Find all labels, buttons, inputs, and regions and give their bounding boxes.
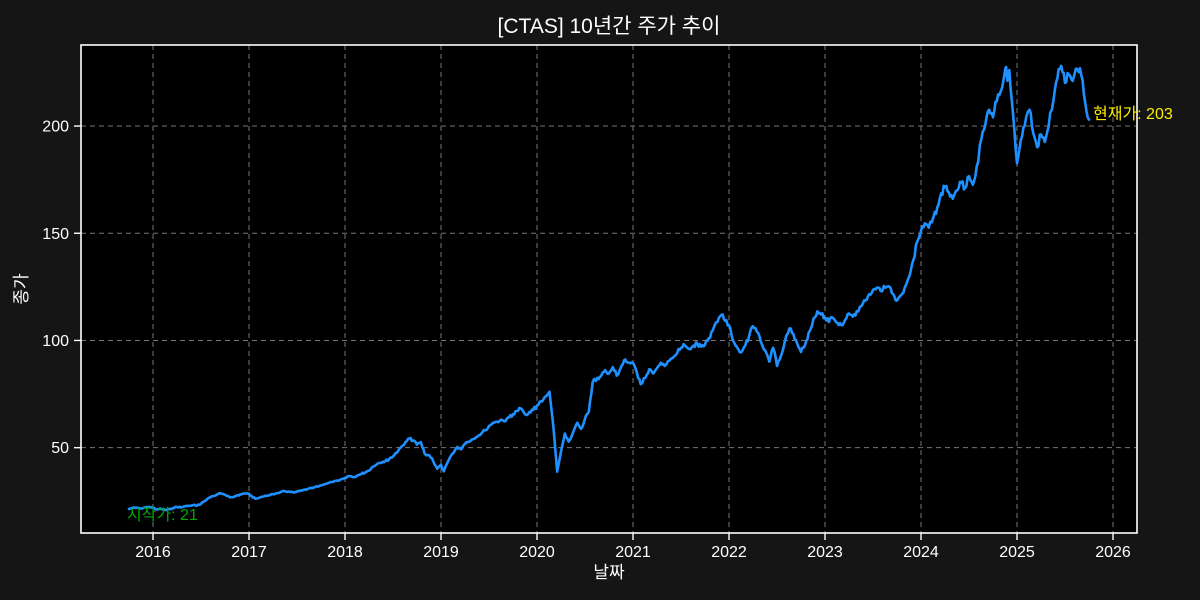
y-tick-label: 100 [42, 333, 69, 350]
y-tick-label: 200 [42, 119, 69, 136]
chart-title: [CTAS] 10년간 주가 추이 [498, 15, 721, 38]
x-tick-label: 2020 [519, 544, 555, 561]
y-axis-label: 종가 [12, 273, 31, 305]
plot-area [81, 45, 1137, 533]
y-tick-label: 150 [42, 226, 69, 243]
x-tick-label: 2018 [327, 544, 363, 561]
y-tick-label: 50 [51, 440, 69, 457]
start-price-annotation: 시작가: 21 [127, 506, 198, 524]
current-price-annotation: 현재가: 203 [1093, 105, 1173, 123]
x-tick-label: 2022 [711, 544, 747, 561]
line-layer [127, 64, 1091, 512]
x-tick-label: 2019 [423, 544, 459, 561]
tick-label-layer: 2016 2017 2018 2019 2020 2021 2022 2023 2024 2025… [42, 119, 1131, 561]
grid-layer [81, 45, 1137, 533]
x-tick-label: 2025 [999, 544, 1035, 561]
tick-layer [74, 125, 1114, 540]
price-line [127, 64, 1091, 512]
x-tick-label: 2021 [615, 544, 651, 561]
x-tick-label: 2023 [807, 544, 843, 561]
x-tick-label: 2024 [903, 544, 939, 561]
x-tick-label: 2026 [1095, 544, 1131, 561]
plot-border [80, 44, 1138, 534]
x-axis-label: 날짜 [593, 563, 625, 582]
x-tick-label: 2017 [231, 544, 267, 561]
x-tick-label: 2016 [135, 544, 171, 561]
